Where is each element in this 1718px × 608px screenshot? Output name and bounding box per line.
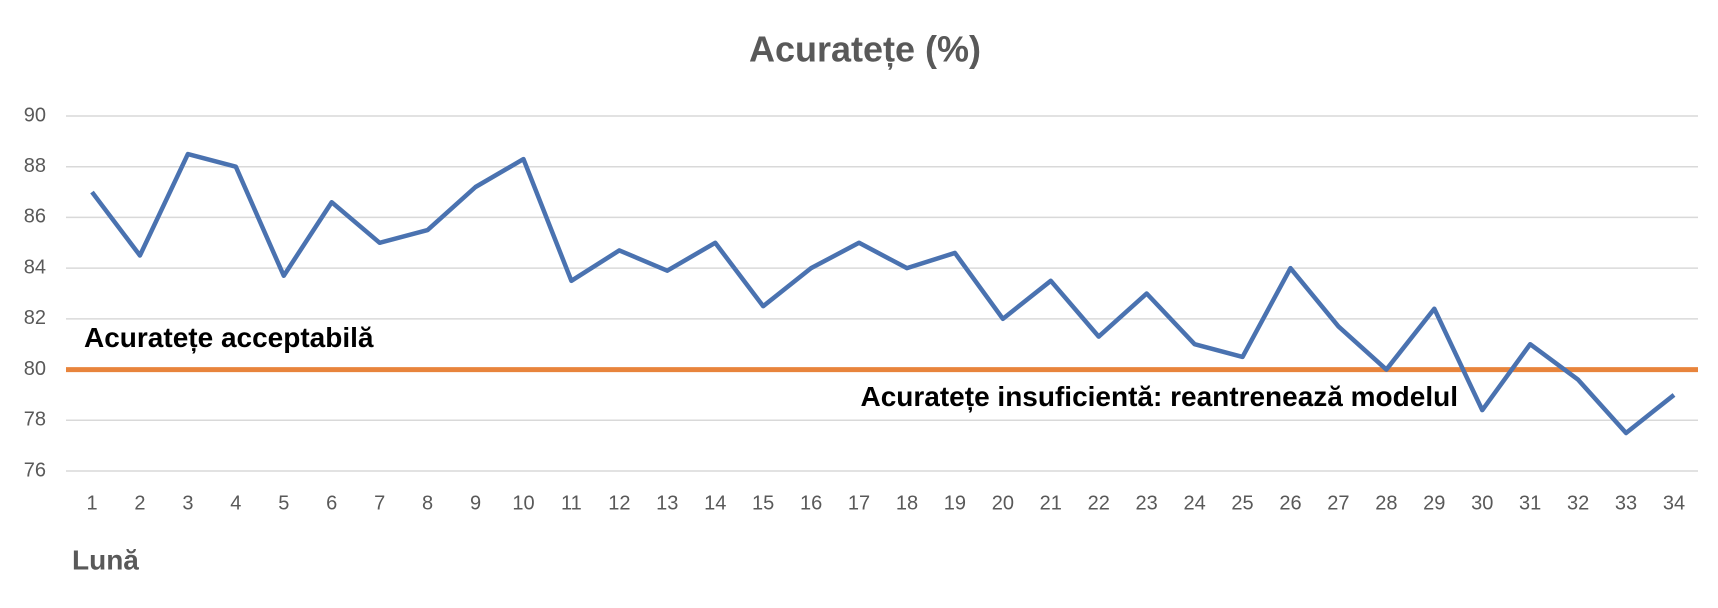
chart-title: Acuratețe (%) xyxy=(749,29,981,71)
y-tick-label: 90 xyxy=(24,104,46,126)
x-tick-label: 19 xyxy=(944,492,966,514)
x-tick-label: 31 xyxy=(1519,492,1541,514)
x-tick-label: 6 xyxy=(326,492,337,514)
x-tick-label: 13 xyxy=(656,492,678,514)
x-tick-label: 3 xyxy=(182,492,193,514)
y-tick-label: 78 xyxy=(24,409,46,431)
x-tick-label: 29 xyxy=(1423,492,1445,514)
x-tick-label: 22 xyxy=(1088,492,1110,514)
x-tick-label: 25 xyxy=(1231,492,1253,514)
x-tick-label: 10 xyxy=(512,492,534,514)
x-tick-label: 14 xyxy=(704,492,726,514)
x-tick-label: 33 xyxy=(1615,492,1637,514)
x-tick-label: 2 xyxy=(134,492,145,514)
x-tick-label: 20 xyxy=(992,492,1014,514)
x-tick-label: 1 xyxy=(86,492,97,514)
x-tick-label: 7 xyxy=(374,492,385,514)
x-tick-label: 16 xyxy=(800,492,822,514)
x-tick-label: 26 xyxy=(1279,492,1301,514)
x-tick-label: 5 xyxy=(278,492,289,514)
annotation: Acuratețe acceptabilă xyxy=(84,322,374,353)
y-tick-label: 84 xyxy=(24,256,46,278)
x-tick-label: 9 xyxy=(470,492,481,514)
data-line xyxy=(90,151,1676,436)
x-tick-label: 32 xyxy=(1567,492,1589,514)
x-tick-label: 12 xyxy=(608,492,630,514)
y-tick-label: 76 xyxy=(24,459,46,481)
annotation: Acuratețe insuficientă: reantrenează mod… xyxy=(860,381,1458,412)
x-tick-label: 24 xyxy=(1183,492,1205,514)
x-tick-label: 34 xyxy=(1663,492,1685,514)
x-tick-label: 21 xyxy=(1040,492,1062,514)
x-tick-label: 28 xyxy=(1375,492,1397,514)
y-tick-label: 80 xyxy=(24,358,46,380)
y-tick-label: 82 xyxy=(24,307,46,329)
y-tick-label: 88 xyxy=(24,155,46,177)
x-tick-label: 18 xyxy=(896,492,918,514)
x-tick-label: 8 xyxy=(422,492,433,514)
x-tick-label: 27 xyxy=(1327,492,1349,514)
x-tick-label: 4 xyxy=(230,492,241,514)
x-axis-label: Lună xyxy=(72,544,139,575)
x-tick-label: 30 xyxy=(1471,492,1493,514)
y-tick-label: 86 xyxy=(24,206,46,228)
x-tick-label: 15 xyxy=(752,492,774,514)
x-tick-label: 17 xyxy=(848,492,870,514)
x-tick-label: 23 xyxy=(1136,492,1158,514)
x-tick-label: 11 xyxy=(561,492,582,514)
